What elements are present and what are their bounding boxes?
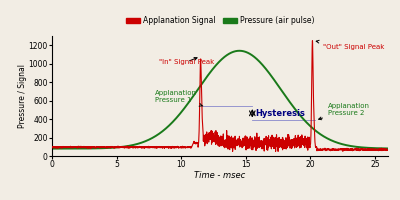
Y-axis label: Pressure / Signal: Pressure / Signal bbox=[18, 64, 27, 128]
Text: Applanation
Pressure 1: Applanation Pressure 1 bbox=[155, 90, 203, 106]
Text: "In" Signal Peak: "In" Signal Peak bbox=[159, 58, 214, 65]
Legend: Applanation Signal, Pressure (air pulse): Applanation Signal, Pressure (air pulse) bbox=[123, 13, 317, 29]
Text: Applanation
Pressure 2: Applanation Pressure 2 bbox=[319, 103, 370, 120]
Text: "Out" Signal Peak: "Out" Signal Peak bbox=[316, 40, 384, 50]
X-axis label: Time - msec: Time - msec bbox=[194, 171, 246, 180]
Text: Hysteresis: Hysteresis bbox=[255, 109, 305, 118]
